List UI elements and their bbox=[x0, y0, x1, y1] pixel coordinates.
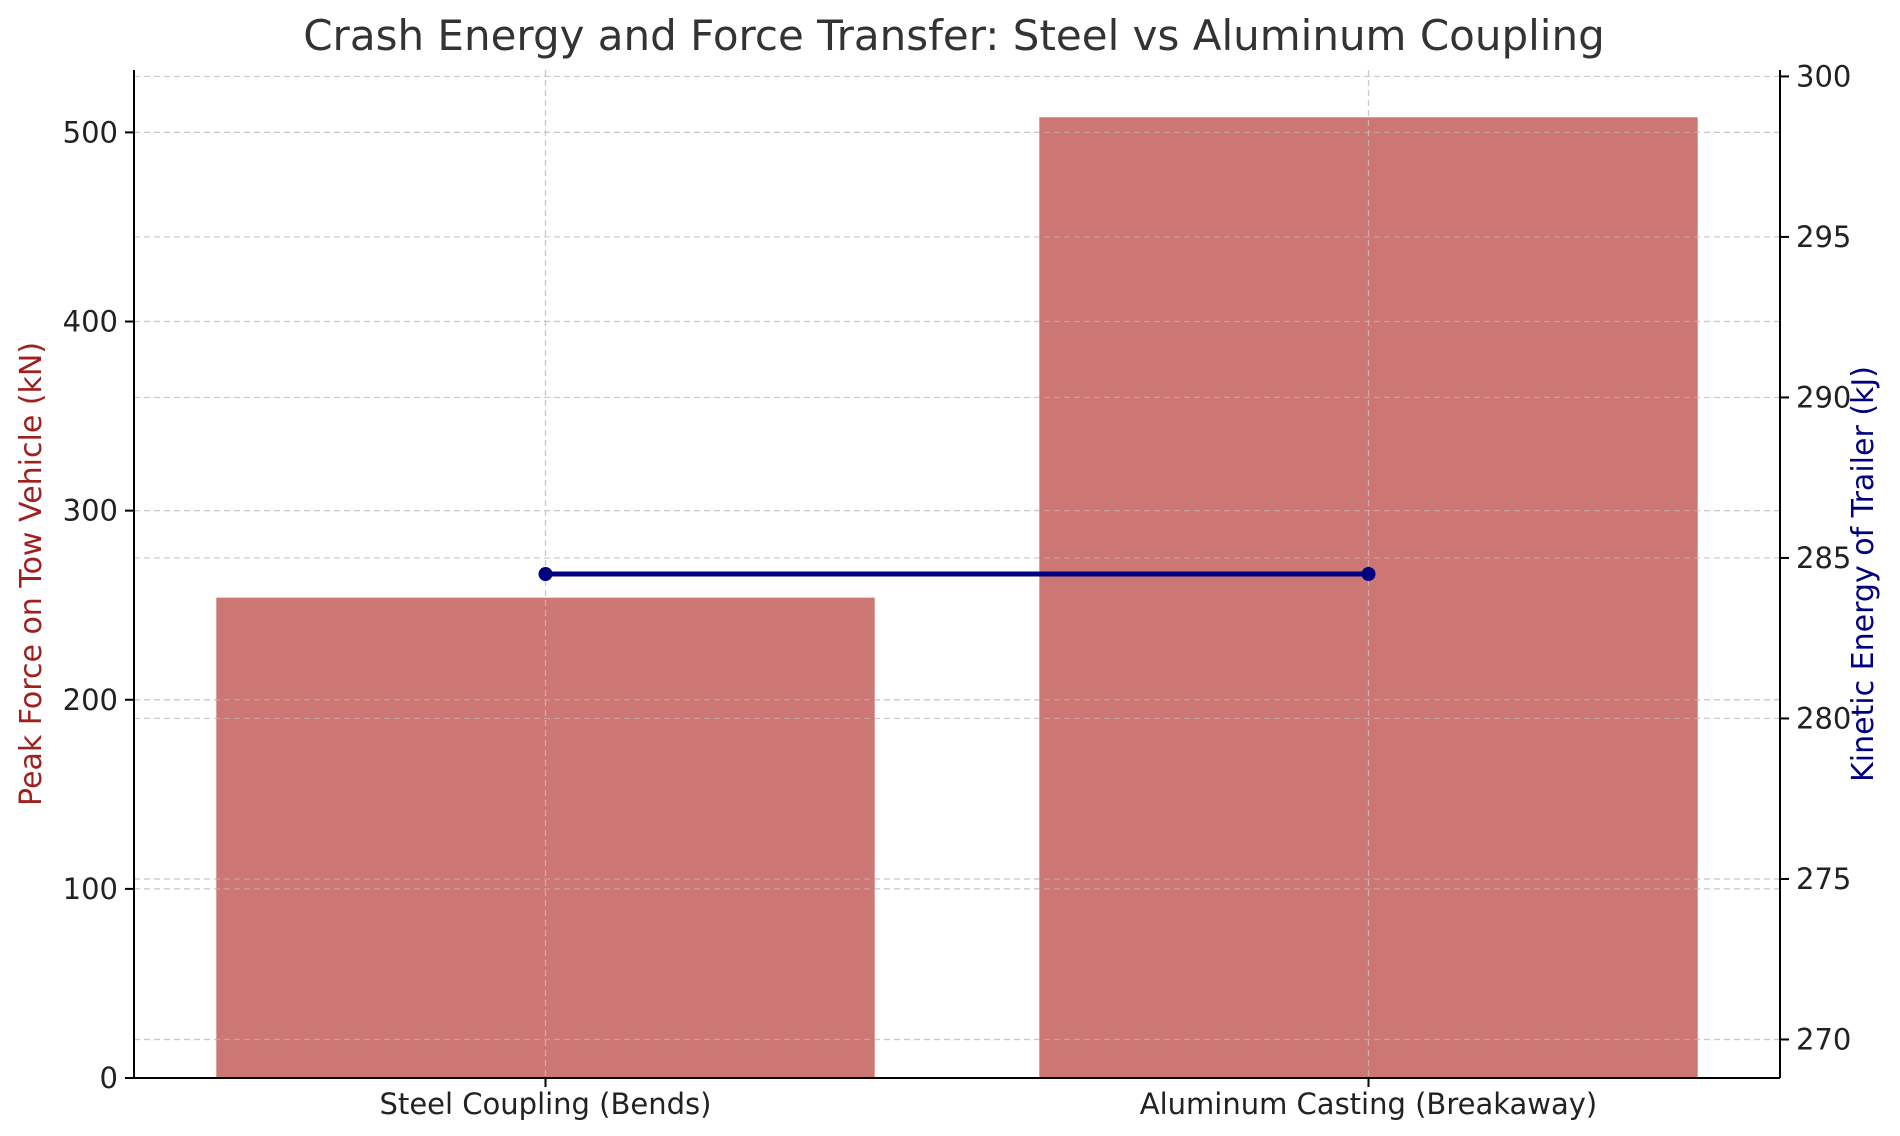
y-tick-label: 500 bbox=[63, 115, 118, 149]
y2-tick-label: 300 bbox=[1796, 59, 1851, 93]
bar bbox=[1039, 117, 1698, 1079]
x-tick-label: Steel Coupling (Bends) bbox=[380, 1087, 712, 1121]
x-tick-label: Aluminum Casting (Breakaway) bbox=[1140, 1087, 1598, 1121]
y-tick-label: 400 bbox=[63, 305, 118, 339]
y2-tick-label: 285 bbox=[1796, 541, 1851, 575]
chart-title: Crash Energy and Force Transfer: Steel v… bbox=[303, 11, 1605, 60]
y2-tick-label: 280 bbox=[1796, 701, 1851, 735]
bar-layer bbox=[134, 70, 1780, 1079]
bar bbox=[216, 597, 875, 1078]
y2-tick-label: 275 bbox=[1796, 862, 1851, 896]
axis-layer: 0 100 200 300 400 500 270 275 280 285 290 295 300 Ste… bbox=[63, 59, 1852, 1121]
y2-tick-label: 270 bbox=[1796, 1022, 1851, 1056]
y-tick-label: 100 bbox=[63, 872, 118, 906]
line-layer bbox=[538, 567, 1376, 581]
y2-axis-title: Kinetic Energy of Trailer (kJ) bbox=[1846, 366, 1881, 782]
line-point bbox=[538, 567, 553, 581]
y-tick-label: 0 bbox=[100, 1061, 118, 1095]
line-point bbox=[1361, 567, 1376, 581]
y2-tick-label: 295 bbox=[1796, 220, 1851, 254]
y2-tick-label: 290 bbox=[1796, 380, 1851, 414]
y-tick-label: 300 bbox=[63, 494, 118, 528]
y-tick-label: 200 bbox=[63, 683, 118, 717]
y-axis-title: Peak Force on Tow Vehicle (kN) bbox=[14, 342, 49, 806]
